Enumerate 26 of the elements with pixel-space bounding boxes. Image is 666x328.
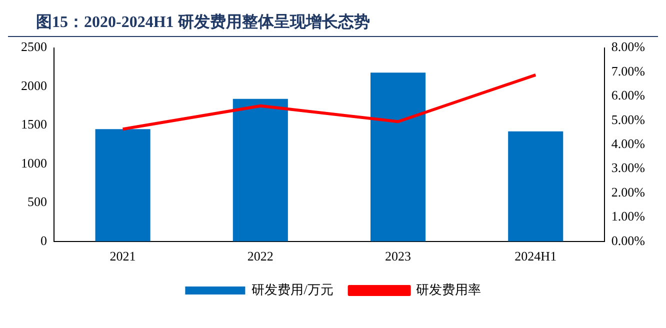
y2-tick-label: 8.00% (611, 39, 646, 54)
legend-label: 研发费用/万元 (252, 282, 334, 297)
y2-tick-label: 0.00% (611, 232, 646, 248)
legend-label: 研发费用率 (416, 282, 481, 297)
y-tick-label: 1000 (21, 155, 47, 170)
bar (508, 131, 564, 242)
x-tick-label: 2021 (110, 248, 136, 264)
bar (370, 72, 426, 242)
x-tick-label: 2023 (385, 248, 412, 264)
y2-tick-label: 6.00% (611, 88, 646, 103)
y2-tick-label: 1.00% (611, 208, 646, 224)
y2-tick-label: 5.00% (611, 112, 646, 127)
x-tick-label: 2022 (247, 248, 274, 264)
y-tick-label: 2500 (21, 39, 47, 54)
y2-tick-label: 7.00% (611, 63, 646, 78)
y-tick-label: 500 (28, 194, 47, 210)
y2-tick-label: 4.00% (611, 136, 646, 152)
bar (95, 129, 150, 242)
x-tick-label: 2024H1 (514, 248, 557, 264)
y2-tick-label: 3.00% (611, 160, 646, 176)
chart-title: 图15：2020-2024H1 研发费用整体呈现增长态势 (8, 8, 658, 37)
y-tick-label: 1500 (21, 116, 47, 132)
y2-tick-label: 2.00% (611, 184, 646, 200)
bar (232, 98, 288, 242)
y-tick-label: 0 (40, 232, 47, 248)
y-tick-label: 2000 (21, 78, 47, 93)
